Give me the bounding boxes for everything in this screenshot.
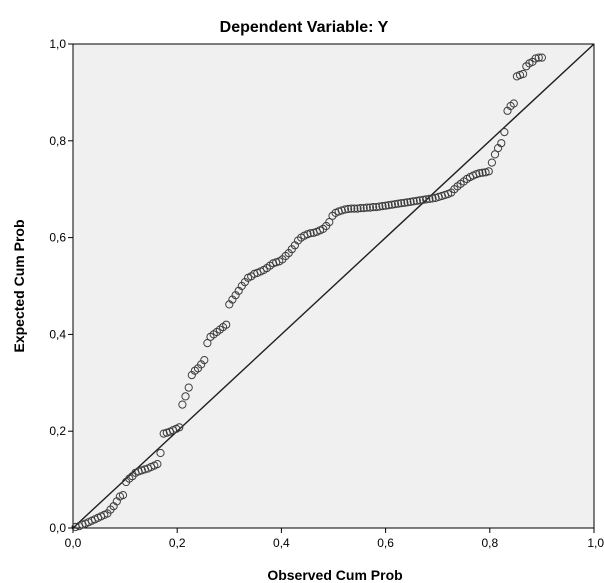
data-point [419,195,428,204]
data-point [425,194,434,203]
data-point [481,168,490,177]
data-point [490,150,500,159]
data-point [375,202,384,211]
y-tick-label: 1,0 [49,37,66,51]
data-point [365,203,375,212]
x-tick-label: 0,4 [273,536,290,550]
data-point [422,195,431,204]
reference-line-group [72,43,595,529]
data-point [362,203,371,212]
data-point [184,383,193,392]
data-point [534,53,543,62]
data-point [500,128,509,137]
data-point [394,199,403,208]
data-point [178,400,187,409]
data-point [350,204,359,213]
y-tick-label: 0,8 [49,134,66,148]
data-point [181,392,190,401]
data-point [509,99,518,108]
x-axis: 0,0 0,2 0,4 0,6 0,8 1,0 [65,528,604,550]
data-point [156,448,165,458]
data-point [306,229,315,238]
data-point [497,139,506,148]
data-point [359,204,368,213]
data-point [203,339,212,348]
data-point [400,198,409,207]
data-point [153,460,162,469]
data-point [387,200,396,209]
data-point [415,196,425,205]
data-point [337,206,346,215]
data-point [344,204,353,214]
y-axis-title: Expected Cum Prob [11,219,27,352]
data-point [372,203,381,212]
data-point [487,158,496,167]
reference-line [72,43,595,529]
x-tick-label: 0,0 [65,536,82,550]
data-point [409,197,418,206]
x-tick-label: 0,2 [169,536,186,550]
x-tick-label: 0,8 [481,536,498,550]
data-point [412,196,421,205]
data-points [71,53,547,532]
data-point [475,169,484,178]
data-point [378,202,387,211]
data-point [118,491,128,500]
y-tick-label: 0,0 [49,521,66,535]
data-point [356,204,365,213]
data-point [397,199,406,208]
y-tick-label: 0,6 [49,231,66,245]
data-point [390,200,400,209]
data-point [384,201,393,210]
data-point [347,204,356,213]
data-point [340,205,350,214]
data-point [222,320,231,329]
data-point [325,218,334,227]
data-point [403,198,412,207]
data-point [519,69,528,79]
data-point [406,197,415,206]
x-tick-label: 1,0 [587,536,604,550]
data-point [353,204,362,213]
data-point [531,54,540,63]
y-tick-label: 0,2 [49,424,66,438]
y-axis: 0,0 0,2 0,4 0,6 0,8 1,0 [49,37,73,535]
data-point [381,201,390,210]
y-tick-label: 0,4 [49,327,66,341]
data-point [484,167,493,176]
x-tick-label: 0,6 [377,536,394,550]
data-point [159,429,168,438]
x-axis-title: Observed Cum Prob [267,567,402,583]
data-point [428,194,437,203]
data-point [175,423,184,432]
data-point [537,53,547,62]
chart-title: Dependent Variable: Y [220,19,389,36]
data-point [200,356,209,365]
data-point [369,203,378,212]
data-point [478,168,487,177]
